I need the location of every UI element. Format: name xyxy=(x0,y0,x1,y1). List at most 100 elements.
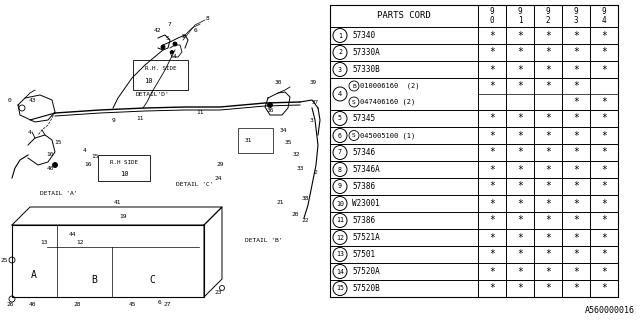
Text: R.H. SIDE: R.H. SIDE xyxy=(145,67,177,71)
Text: A: A xyxy=(31,270,37,280)
Text: *: * xyxy=(573,181,579,191)
Text: W23001: W23001 xyxy=(352,199,380,208)
Text: 45: 45 xyxy=(128,302,136,308)
Text: 57520A: 57520A xyxy=(352,267,380,276)
Text: A560000016: A560000016 xyxy=(585,306,635,315)
Text: 4: 4 xyxy=(173,54,177,60)
Text: *: * xyxy=(573,250,579,260)
Text: *: * xyxy=(489,284,495,293)
Text: 6: 6 xyxy=(338,132,342,139)
Text: 16: 16 xyxy=(46,151,54,156)
Text: *: * xyxy=(545,30,551,41)
Text: *: * xyxy=(573,164,579,174)
Text: 37: 37 xyxy=(312,100,319,106)
Bar xyxy=(12,225,204,297)
Text: DETAIL'D': DETAIL'D' xyxy=(136,92,170,97)
Text: 41: 41 xyxy=(113,199,121,204)
Text: B: B xyxy=(91,275,97,285)
Text: 11: 11 xyxy=(336,218,344,223)
Text: DETAIL 'A': DETAIL 'A' xyxy=(40,191,77,196)
Text: 2: 2 xyxy=(313,170,317,174)
Text: *: * xyxy=(573,47,579,58)
Text: *: * xyxy=(489,164,495,174)
Bar xyxy=(238,128,273,153)
Text: 43: 43 xyxy=(28,99,36,103)
Text: 13: 13 xyxy=(40,241,48,245)
Text: 2: 2 xyxy=(338,50,342,55)
Text: 57386: 57386 xyxy=(352,182,375,191)
Text: *: * xyxy=(573,267,579,276)
Text: DETAIL 'B': DETAIL 'B' xyxy=(245,238,282,243)
Text: 11: 11 xyxy=(136,116,144,121)
Text: 3: 3 xyxy=(310,117,314,123)
Text: *: * xyxy=(545,65,551,75)
Text: 57520B: 57520B xyxy=(352,284,380,293)
Text: *: * xyxy=(517,267,523,276)
Text: *: * xyxy=(489,198,495,209)
Text: DETAIL 'C': DETAIL 'C' xyxy=(176,182,214,188)
Bar xyxy=(330,5,618,297)
Text: *: * xyxy=(601,148,607,157)
Text: *: * xyxy=(489,114,495,124)
Text: *: * xyxy=(573,65,579,75)
Text: *: * xyxy=(517,284,523,293)
Text: 57340: 57340 xyxy=(352,31,375,40)
Text: *: * xyxy=(573,97,579,107)
Text: *: * xyxy=(601,65,607,75)
Text: *: * xyxy=(489,181,495,191)
Text: 6: 6 xyxy=(158,300,162,305)
Text: *: * xyxy=(601,233,607,243)
Text: *: * xyxy=(545,215,551,226)
Text: *: * xyxy=(489,250,495,260)
Text: *: * xyxy=(545,47,551,58)
Text: *: * xyxy=(601,114,607,124)
Text: 29: 29 xyxy=(216,163,224,167)
Text: *: * xyxy=(489,233,495,243)
Text: 8: 8 xyxy=(338,166,342,172)
Text: 21: 21 xyxy=(276,199,284,204)
Text: 9: 9 xyxy=(338,183,342,189)
Circle shape xyxy=(268,102,273,108)
Text: 0: 0 xyxy=(8,98,12,102)
Text: 047406160 (2): 047406160 (2) xyxy=(360,99,415,105)
Text: 35: 35 xyxy=(284,140,292,146)
Text: 32: 32 xyxy=(292,153,300,157)
Text: *: * xyxy=(573,233,579,243)
Text: 1: 1 xyxy=(338,33,342,38)
Text: 57346: 57346 xyxy=(352,148,375,157)
Text: *: * xyxy=(489,47,495,58)
Text: *: * xyxy=(601,181,607,191)
Text: 33: 33 xyxy=(296,165,304,171)
Text: 6: 6 xyxy=(194,28,198,33)
Text: 4: 4 xyxy=(338,91,342,97)
Text: *: * xyxy=(517,164,523,174)
Text: *: * xyxy=(489,131,495,140)
Circle shape xyxy=(170,51,173,53)
Text: *: * xyxy=(489,148,495,157)
Text: 40: 40 xyxy=(46,165,54,171)
Text: 9: 9 xyxy=(546,7,550,16)
Text: 27: 27 xyxy=(163,302,171,308)
Text: C: C xyxy=(149,275,155,285)
Text: *: * xyxy=(517,250,523,260)
Text: *: * xyxy=(545,81,551,91)
Text: *: * xyxy=(489,30,495,41)
Text: 10: 10 xyxy=(120,171,128,177)
Text: *: * xyxy=(517,181,523,191)
Text: S: S xyxy=(165,36,169,41)
Text: 14: 14 xyxy=(336,268,344,275)
Text: *: * xyxy=(545,198,551,209)
Text: 28: 28 xyxy=(73,302,81,308)
Text: 25: 25 xyxy=(0,258,8,262)
Text: *: * xyxy=(601,284,607,293)
Text: 57521A: 57521A xyxy=(352,233,380,242)
Text: *: * xyxy=(517,47,523,58)
Text: *: * xyxy=(601,164,607,174)
Text: *: * xyxy=(601,215,607,226)
Text: 4: 4 xyxy=(602,16,606,25)
Text: 36: 36 xyxy=(266,108,274,113)
Text: *: * xyxy=(517,81,523,91)
Text: *: * xyxy=(601,97,607,107)
Text: 0: 0 xyxy=(490,16,494,25)
Text: 13: 13 xyxy=(336,252,344,258)
